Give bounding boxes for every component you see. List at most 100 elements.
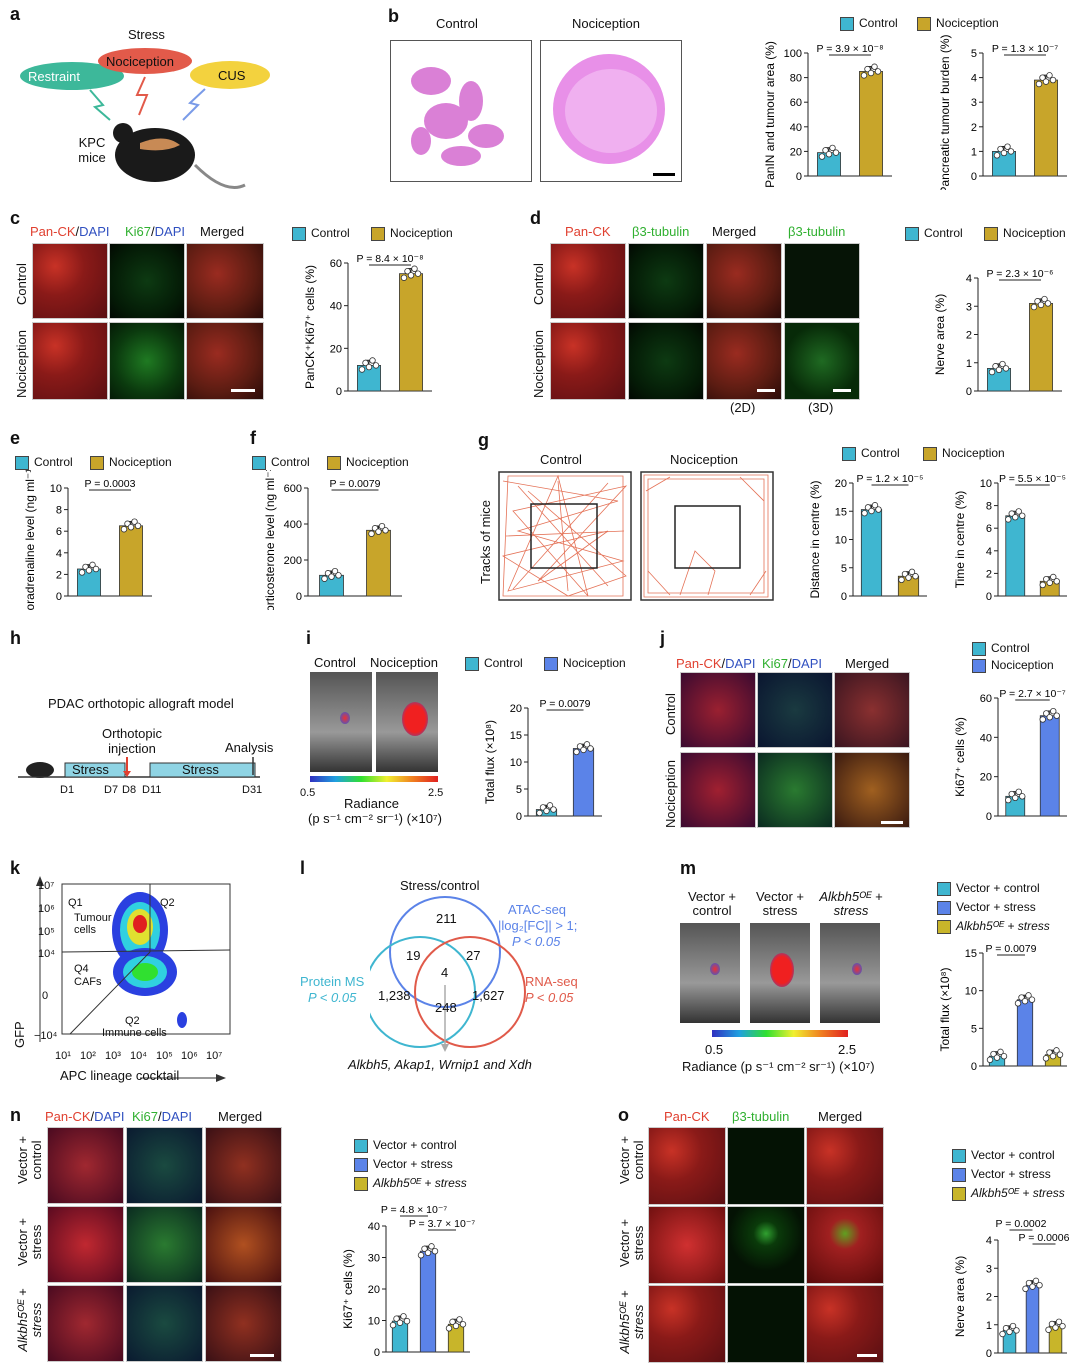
d-col2-title: β3-tubulin [632,224,690,239]
stress-diagram [20,48,270,189]
y-tick-label: 40 [368,1221,380,1233]
bar [1005,515,1026,597]
n-row3-label: Alkbh5ᴼᴱ + stress [15,1288,44,1352]
data-point [1050,573,1057,581]
data-point [1042,78,1050,85]
micrograph [834,672,910,748]
p-value-label: P = 8.4 × 10⁻⁸ [357,253,424,265]
data-point [1046,714,1053,721]
data-point [1021,997,1029,1005]
data-point [393,1315,400,1322]
k-xtick: 10³ [105,1050,121,1062]
k-q2-lower: Q2 [125,1015,140,1027]
p-value-label: P = 2.7 × 10⁻⁷ [999,688,1066,700]
y-axis-label: Pancreatic tumour burden (%) [938,35,952,190]
data-point [1045,1326,1052,1333]
l-atac-label: ATAC-seq |log₂[FC]| > 1; P < 0.05 [498,902,578,949]
bar [1025,1284,1040,1354]
n-col3-title: Merged [218,1109,263,1124]
panel-label-o: o [618,1105,629,1125]
micrograph [806,1285,884,1363]
p-value-label: P = 5.5 × 10⁻⁵ [999,473,1066,485]
c-col1-title: Pan-CK/DAPI [30,224,110,239]
colorbar-max: 2.5 [838,1042,857,1057]
p-value-label: P = 1.3 × 10⁻⁷ [992,43,1059,55]
panel-label-d: d [530,208,541,228]
data-point [583,741,591,748]
f-legend: Control Nociception [252,455,409,470]
y-axis-label: Corticosterone level (ng ml⁻¹) [263,470,277,610]
y-tick-label: 10 [965,986,977,998]
data-point [1053,712,1060,719]
data-point [362,359,369,367]
n-col1-title: Pan-CK/DAPI [45,1109,125,1124]
y-tick-label: 4 [986,546,992,558]
m-radiance-label: Radiance (p s⁻¹ cm⁻² sr⁻¹) (×10⁷) [682,1059,875,1074]
k-q1-tumour: Tumour [74,912,112,924]
data-point [1039,716,1046,723]
k-ytick: 10⁶ [38,903,55,915]
o-col3-title: Merged [818,1109,863,1124]
bar [1016,999,1034,1067]
panel-label-g: g [478,430,489,450]
j-col3-title: Merged [845,656,890,671]
n-col2-title: Ki67/DAPI [132,1109,192,1124]
venn-4: 4 [441,965,449,980]
y-tick-label: 0 [986,811,992,823]
data-point [898,576,905,584]
data-point [1042,1055,1050,1062]
o-col1-title: Pan-CK [664,1109,710,1124]
micrograph [47,1127,124,1204]
d-row2-label: Nociception [531,330,546,398]
y-tick-label: 2 [986,1292,992,1304]
micrograph [757,672,833,748]
data-point [1022,1285,1029,1293]
data-point [120,526,128,533]
i-legend: Control Nociception [465,656,626,671]
k-immune-cells: Immune cells [102,1027,167,1039]
bar [859,71,883,177]
y-tick-label: 40 [790,122,802,134]
y-tick-label: 0 [336,386,342,398]
y-tick-label: 2 [986,568,992,580]
data-point [874,68,882,75]
he-stain-control [390,40,532,182]
micrograph [47,1206,124,1283]
data-point [912,573,919,580]
open-field-track-control [498,471,632,601]
data-point [1015,788,1022,796]
y-axis-label: PanIN and tumour area (%) [763,41,777,188]
micrograph [806,1127,884,1205]
panel-label-l: l [300,858,306,878]
y-tick-label: 4 [56,548,62,560]
data-point [421,1245,428,1252]
data-point [997,1048,1004,1056]
k-xtick: 10⁶ [181,1050,198,1062]
venn-248: 248 [435,1000,457,1015]
y-tick-label: 8 [986,501,992,513]
y-tick-label: 20 [790,146,802,158]
data-point [875,506,882,513]
data-point [864,65,871,73]
y-tick-label: 15 [835,506,847,518]
panel-label-h: h [10,628,21,648]
data-point [424,1249,432,1257]
data-point [1002,365,1010,372]
data-point [1000,149,1008,157]
micrograph [757,752,833,828]
chart-g-distance: 0 5 10 15 20 Distance in centre (%) P = 1.2 × … [808,473,927,603]
bar [860,509,883,597]
o-col2-title: β3-tubulin [732,1109,790,1124]
micrograph [126,1206,203,1283]
restraint-ellipse [20,62,124,90]
data-point [1029,1283,1036,1290]
y-tick-label: 3 [971,97,977,109]
data-point [1046,72,1053,79]
y-axis-label: Nerve area (%) [933,294,947,375]
bar [366,529,391,597]
micrograph [109,243,185,319]
data-point [868,507,875,515]
bioluminescence-nociception [376,672,438,772]
data-point [573,748,580,756]
data-point [995,366,1003,374]
